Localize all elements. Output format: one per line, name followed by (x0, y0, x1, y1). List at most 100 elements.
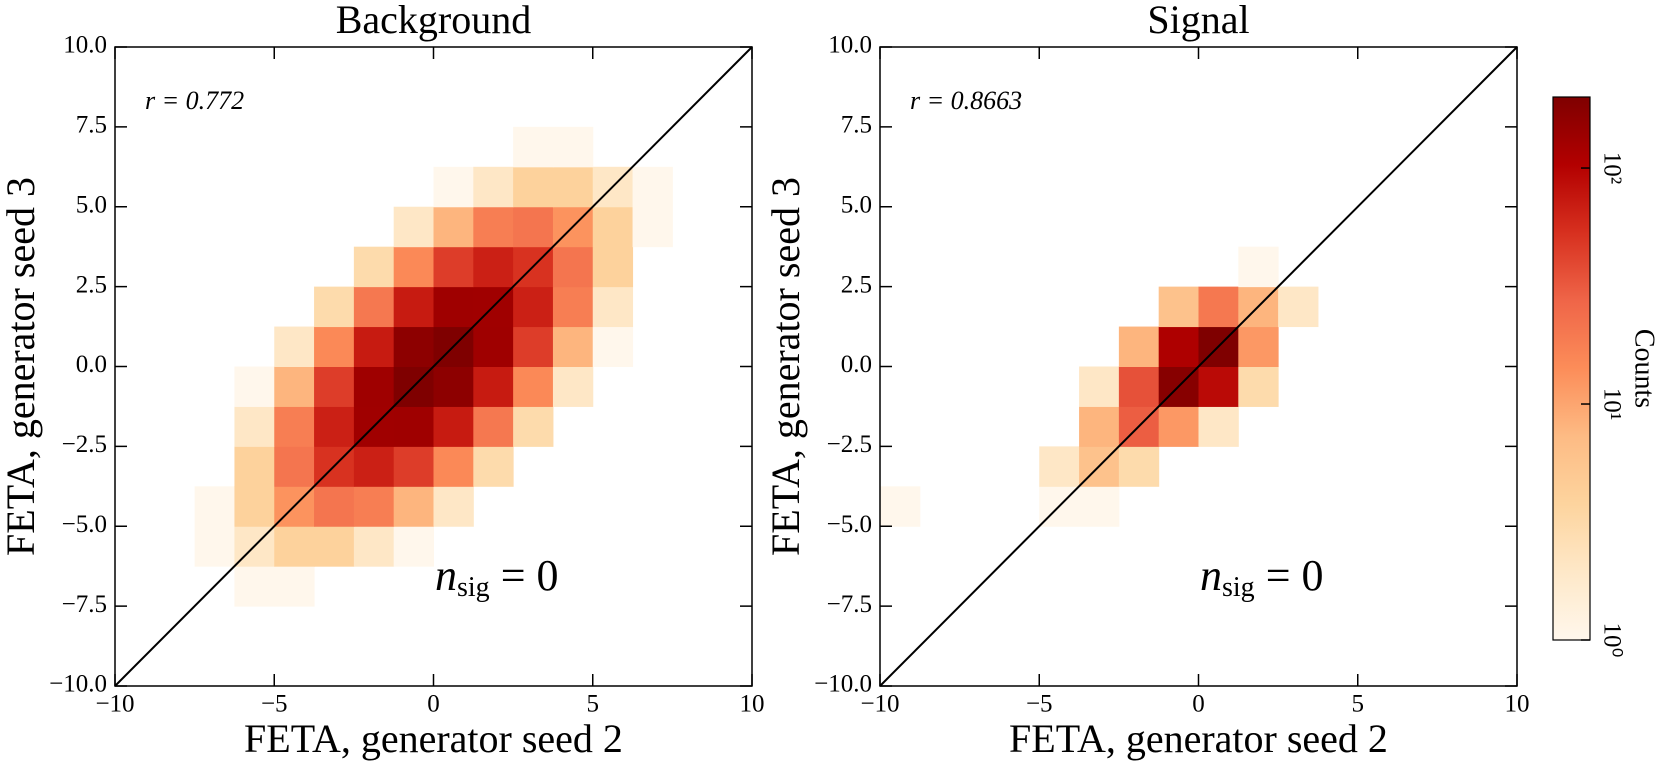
heatmap-cell (1477, 606, 1517, 646)
heatmap-cell (314, 127, 354, 167)
heatmap-cell (155, 566, 195, 606)
heatmap-cell (1199, 87, 1239, 127)
heatmap-cell (1278, 286, 1319, 328)
heatmap-cell (1437, 646, 1477, 686)
heatmap-cell (1118, 366, 1160, 407)
y-tick-label: 2.5 (841, 271, 872, 298)
heatmap-cell (1398, 486, 1438, 526)
heatmap-cell (1398, 167, 1438, 207)
heatmap-cell (1358, 287, 1398, 327)
heatmap-cell (1079, 646, 1119, 686)
heatmap-cell (553, 406, 593, 446)
heatmap-cell (394, 87, 434, 127)
heatmap-cell (672, 367, 712, 407)
heatmap-cell (1119, 47, 1159, 87)
heatmap-cell (314, 286, 355, 328)
heatmap-cell (1159, 486, 1199, 526)
heatmap-cell (633, 247, 673, 287)
y-tick-label: −10.0 (49, 671, 107, 698)
heatmap-cell (920, 446, 960, 486)
heatmap-cell (880, 327, 920, 367)
correlation-label: r = 0.772 (145, 86, 244, 115)
x-tick-label: 10 (740, 691, 765, 718)
x-tick-label: −10 (860, 691, 899, 718)
heatmap-cell (1358, 526, 1398, 566)
y-tick-label: 5.0 (841, 191, 872, 218)
heatmap-cell (1159, 87, 1199, 127)
heatmap-cell (155, 287, 195, 327)
heatmap-cell (513, 206, 554, 248)
chart-title: Background (336, 0, 532, 42)
heatmap-cell (1199, 167, 1239, 207)
heatmap-cell (1278, 606, 1318, 646)
heatmap-cell (1358, 327, 1398, 367)
heatmap-cell (1159, 446, 1199, 486)
heatmap-cell (234, 446, 275, 487)
heatmap-cell (633, 566, 673, 606)
heatmap-cell (473, 246, 514, 288)
heatmap-cell (1278, 367, 1318, 407)
heatmap-cell (1198, 406, 1239, 447)
heatmap-cell (1477, 526, 1517, 566)
heatmap-cell (354, 47, 394, 87)
heatmap-cell (1238, 326, 1279, 367)
y-tick-label: 0.0 (841, 351, 872, 378)
heatmap-cell (115, 606, 155, 646)
heatmap-cell (633, 526, 673, 566)
heatmap-cell (999, 406, 1039, 446)
heatmap-cell (1159, 207, 1199, 247)
heatmap-cell (1238, 366, 1279, 407)
heatmap-cell (314, 366, 355, 407)
colorbar-tick-label: 10¹ (1598, 388, 1625, 421)
heatmap-cell (593, 646, 633, 686)
heatmap-cell (1198, 366, 1239, 407)
heatmap-cell (1238, 246, 1279, 288)
heatmap-cell (1437, 526, 1477, 566)
heatmap-cell (314, 646, 354, 686)
heatmap-cell (633, 646, 673, 686)
heatmap-cell (394, 606, 434, 646)
heatmap-cell (393, 326, 434, 367)
heatmap-cell (115, 446, 155, 486)
heatmap-cell (920, 367, 960, 407)
heatmap-cell (234, 327, 274, 367)
heatmap-cell (593, 406, 633, 446)
heatmap-cell (314, 606, 354, 646)
heatmap-cell (1358, 446, 1398, 486)
heatmap-cell (1079, 167, 1119, 207)
heatmap-cell (1318, 486, 1358, 526)
y-tick-label: −5.0 (62, 511, 107, 538)
heatmap-cell (712, 566, 752, 606)
heatmap-cell (672, 566, 712, 606)
heatmap-cell (1238, 207, 1278, 247)
heatmap-cell (1398, 87, 1438, 127)
heatmap-cell (552, 326, 594, 367)
heatmap-cell (1159, 566, 1199, 606)
heatmap-cell (1398, 446, 1438, 486)
heatmap-cell (633, 406, 673, 446)
heatmap-cell (672, 327, 712, 367)
heatmap-cell (433, 166, 474, 208)
heatmap-cell (960, 646, 1000, 686)
heatmap-cell (513, 126, 554, 168)
heatmap-cell (672, 406, 712, 446)
heatmap-cell (1119, 127, 1159, 167)
heatmap-cell (1358, 207, 1398, 247)
heatmap-cell (672, 47, 712, 87)
heatmap-cell (1477, 327, 1517, 367)
y-axis-label: FETA, generator seed 3 (0, 177, 43, 556)
heatmap-cell (115, 566, 155, 606)
x-axis-label: FETA, generator seed 2 (1009, 716, 1388, 761)
heatmap-cell (433, 246, 474, 288)
heatmap-cell (712, 606, 752, 646)
heatmap-cell (1278, 646, 1318, 686)
heatmap-cell (1477, 167, 1517, 207)
x-tick-label: 5 (587, 691, 600, 718)
heatmap-cell (1477, 566, 1517, 606)
heatmap-cell (880, 606, 920, 646)
heatmap-cell (633, 446, 673, 486)
heatmap-cell (1079, 526, 1119, 566)
heatmap-cell (473, 47, 513, 87)
heatmap-cell (1318, 47, 1358, 87)
heatmap-cell (712, 167, 752, 207)
